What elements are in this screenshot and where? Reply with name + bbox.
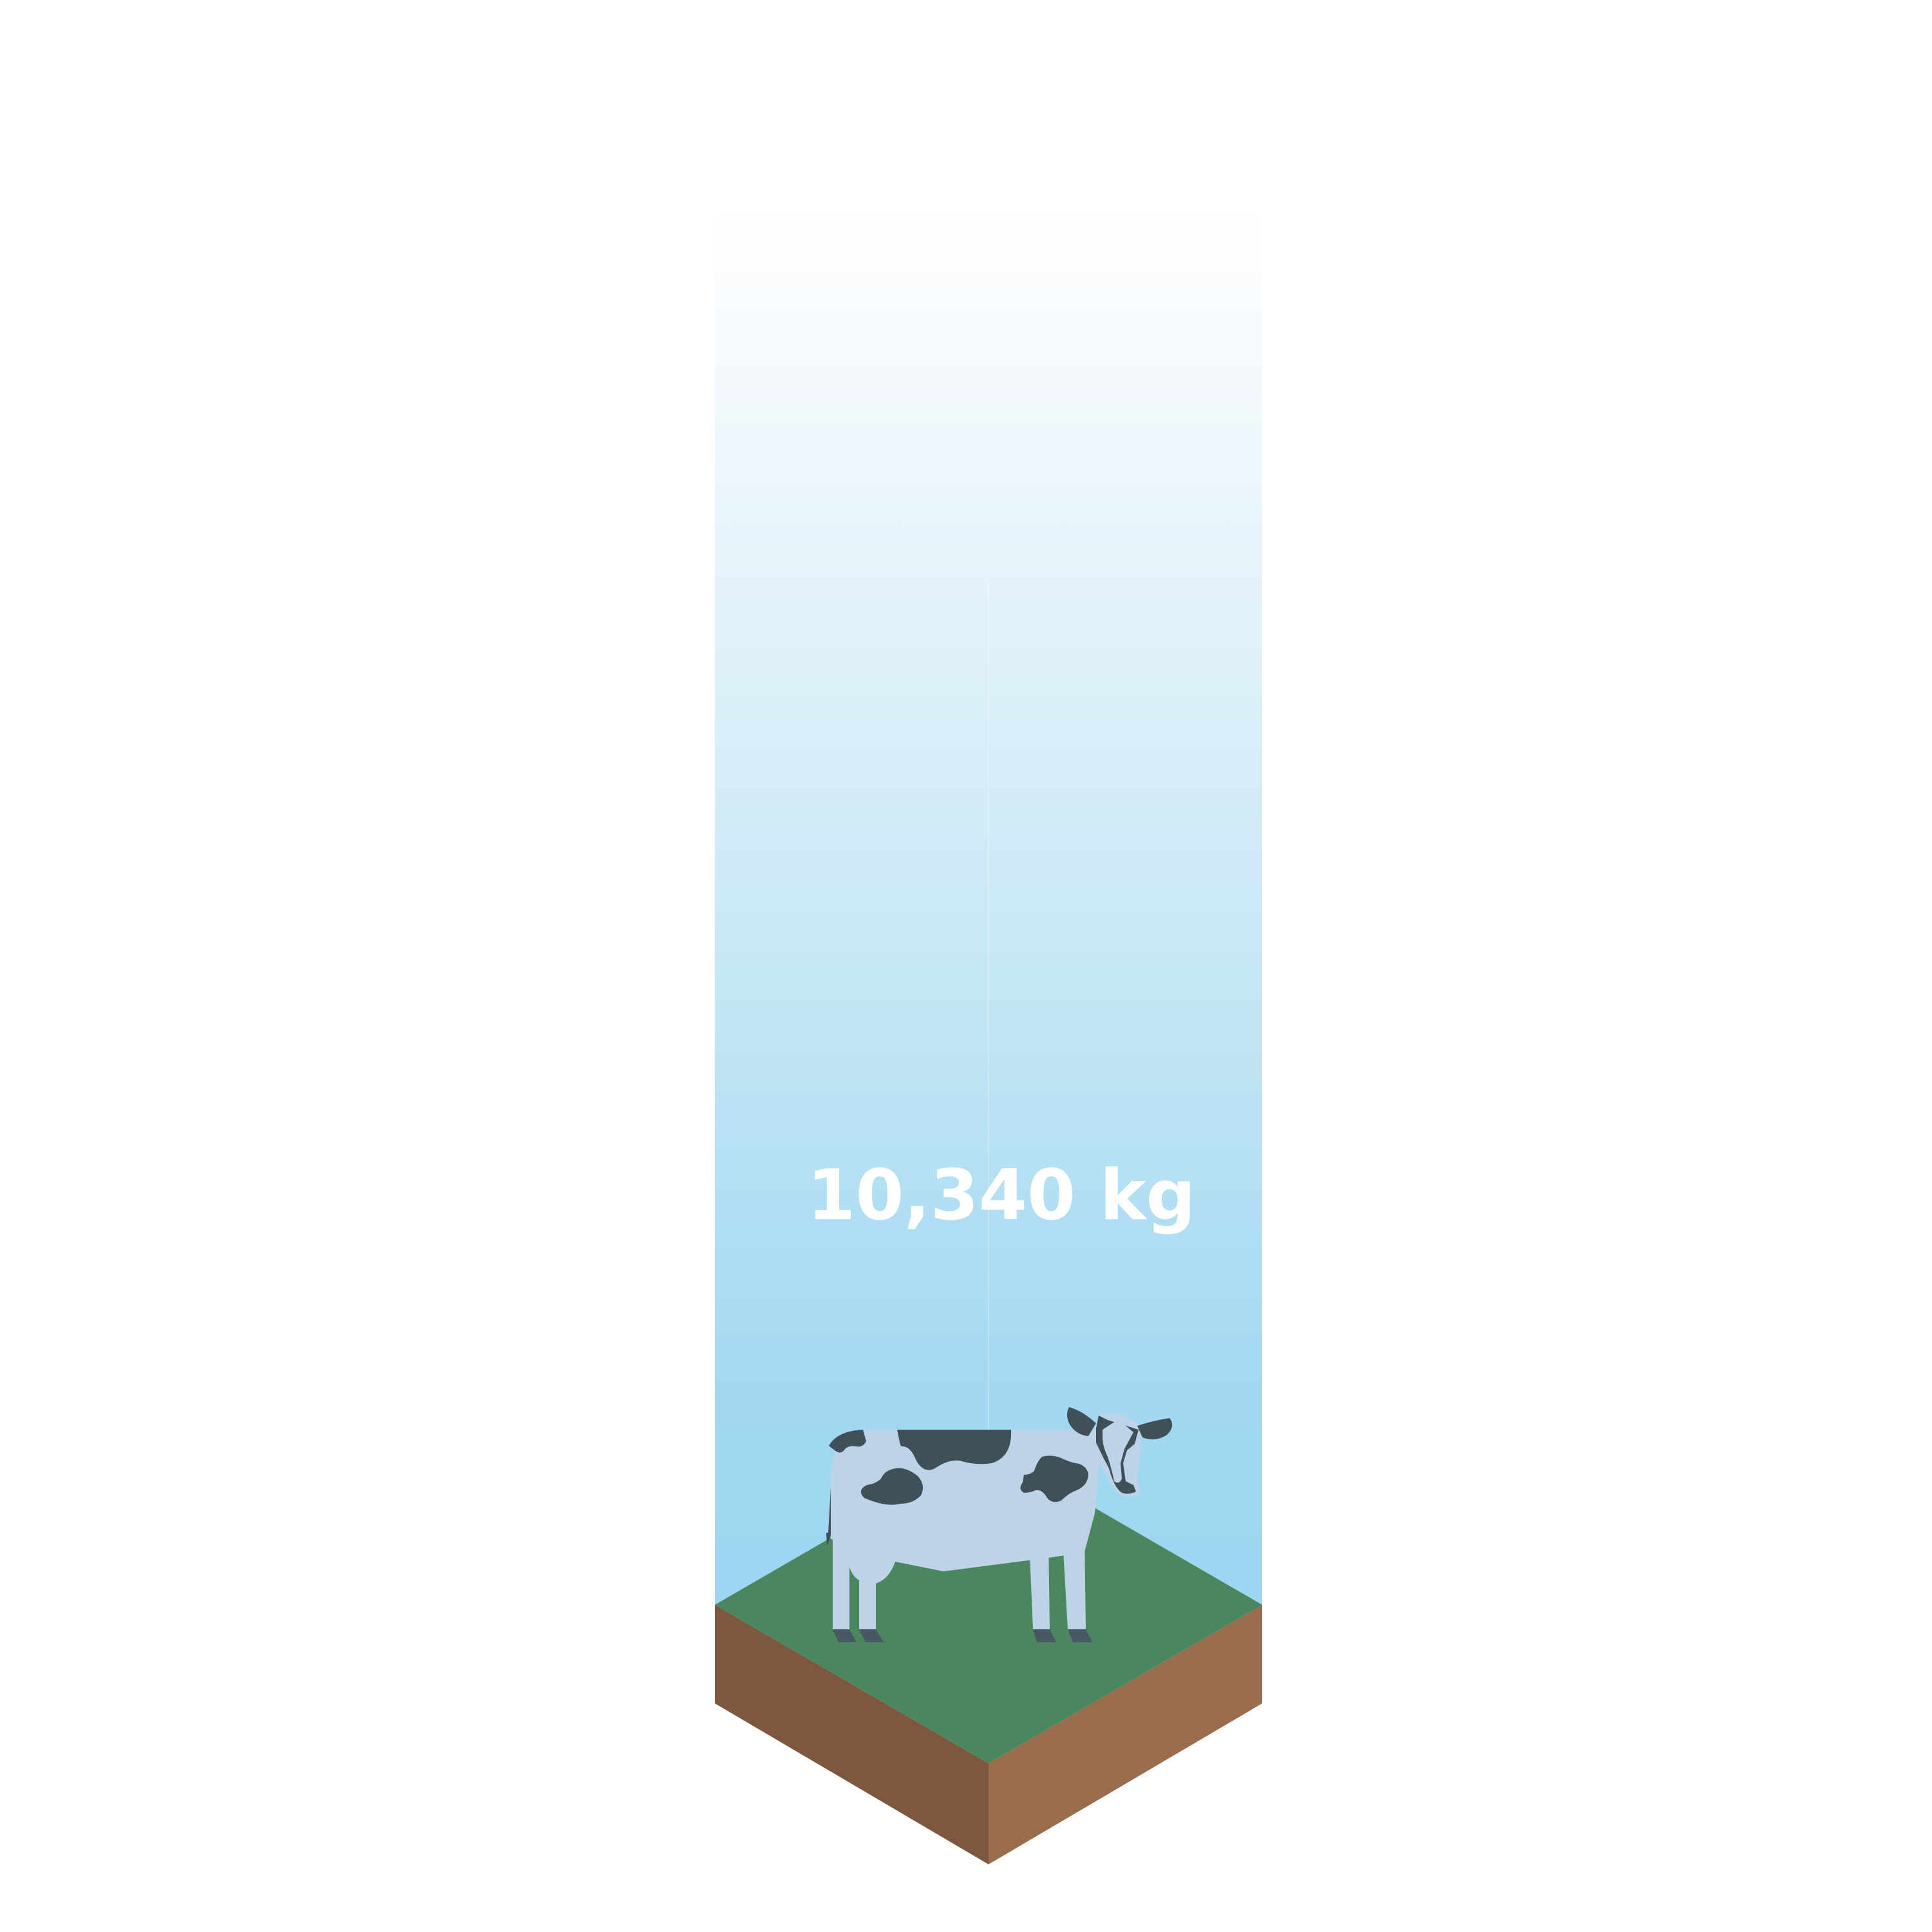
cow-ear-right — [1137, 1418, 1173, 1440]
cow-leg-front-left — [1029, 1539, 1050, 1629]
cow-hoof-1 — [833, 1629, 857, 1642]
cow-leg-front-right — [1063, 1533, 1086, 1629]
cow-hoof-4 — [1068, 1629, 1092, 1642]
cow-hoof-2 — [859, 1629, 884, 1642]
cow-spot-shoulder — [1020, 1455, 1088, 1502]
sky-left-face — [715, 206, 989, 1610]
cow-spot-back-top — [897, 1430, 1012, 1470]
value-label: 10,340 kg — [807, 1155, 1196, 1236]
cow-icon — [826, 1407, 1173, 1642]
cow-head-blaze — [1103, 1420, 1133, 1483]
soil-right-face — [989, 1605, 1262, 1864]
cow-hoof-3 — [1033, 1629, 1056, 1642]
sky-column — [715, 206, 1262, 1610]
cow-spot-side — [860, 1468, 923, 1505]
cow-tail — [826, 1488, 831, 1546]
cow-leg-back-left — [833, 1533, 849, 1629]
soil-left-face — [715, 1605, 989, 1864]
cow-spot-rump — [829, 1430, 866, 1453]
cow-ear-left — [1067, 1407, 1096, 1436]
sky-right-face — [989, 206, 1262, 1610]
